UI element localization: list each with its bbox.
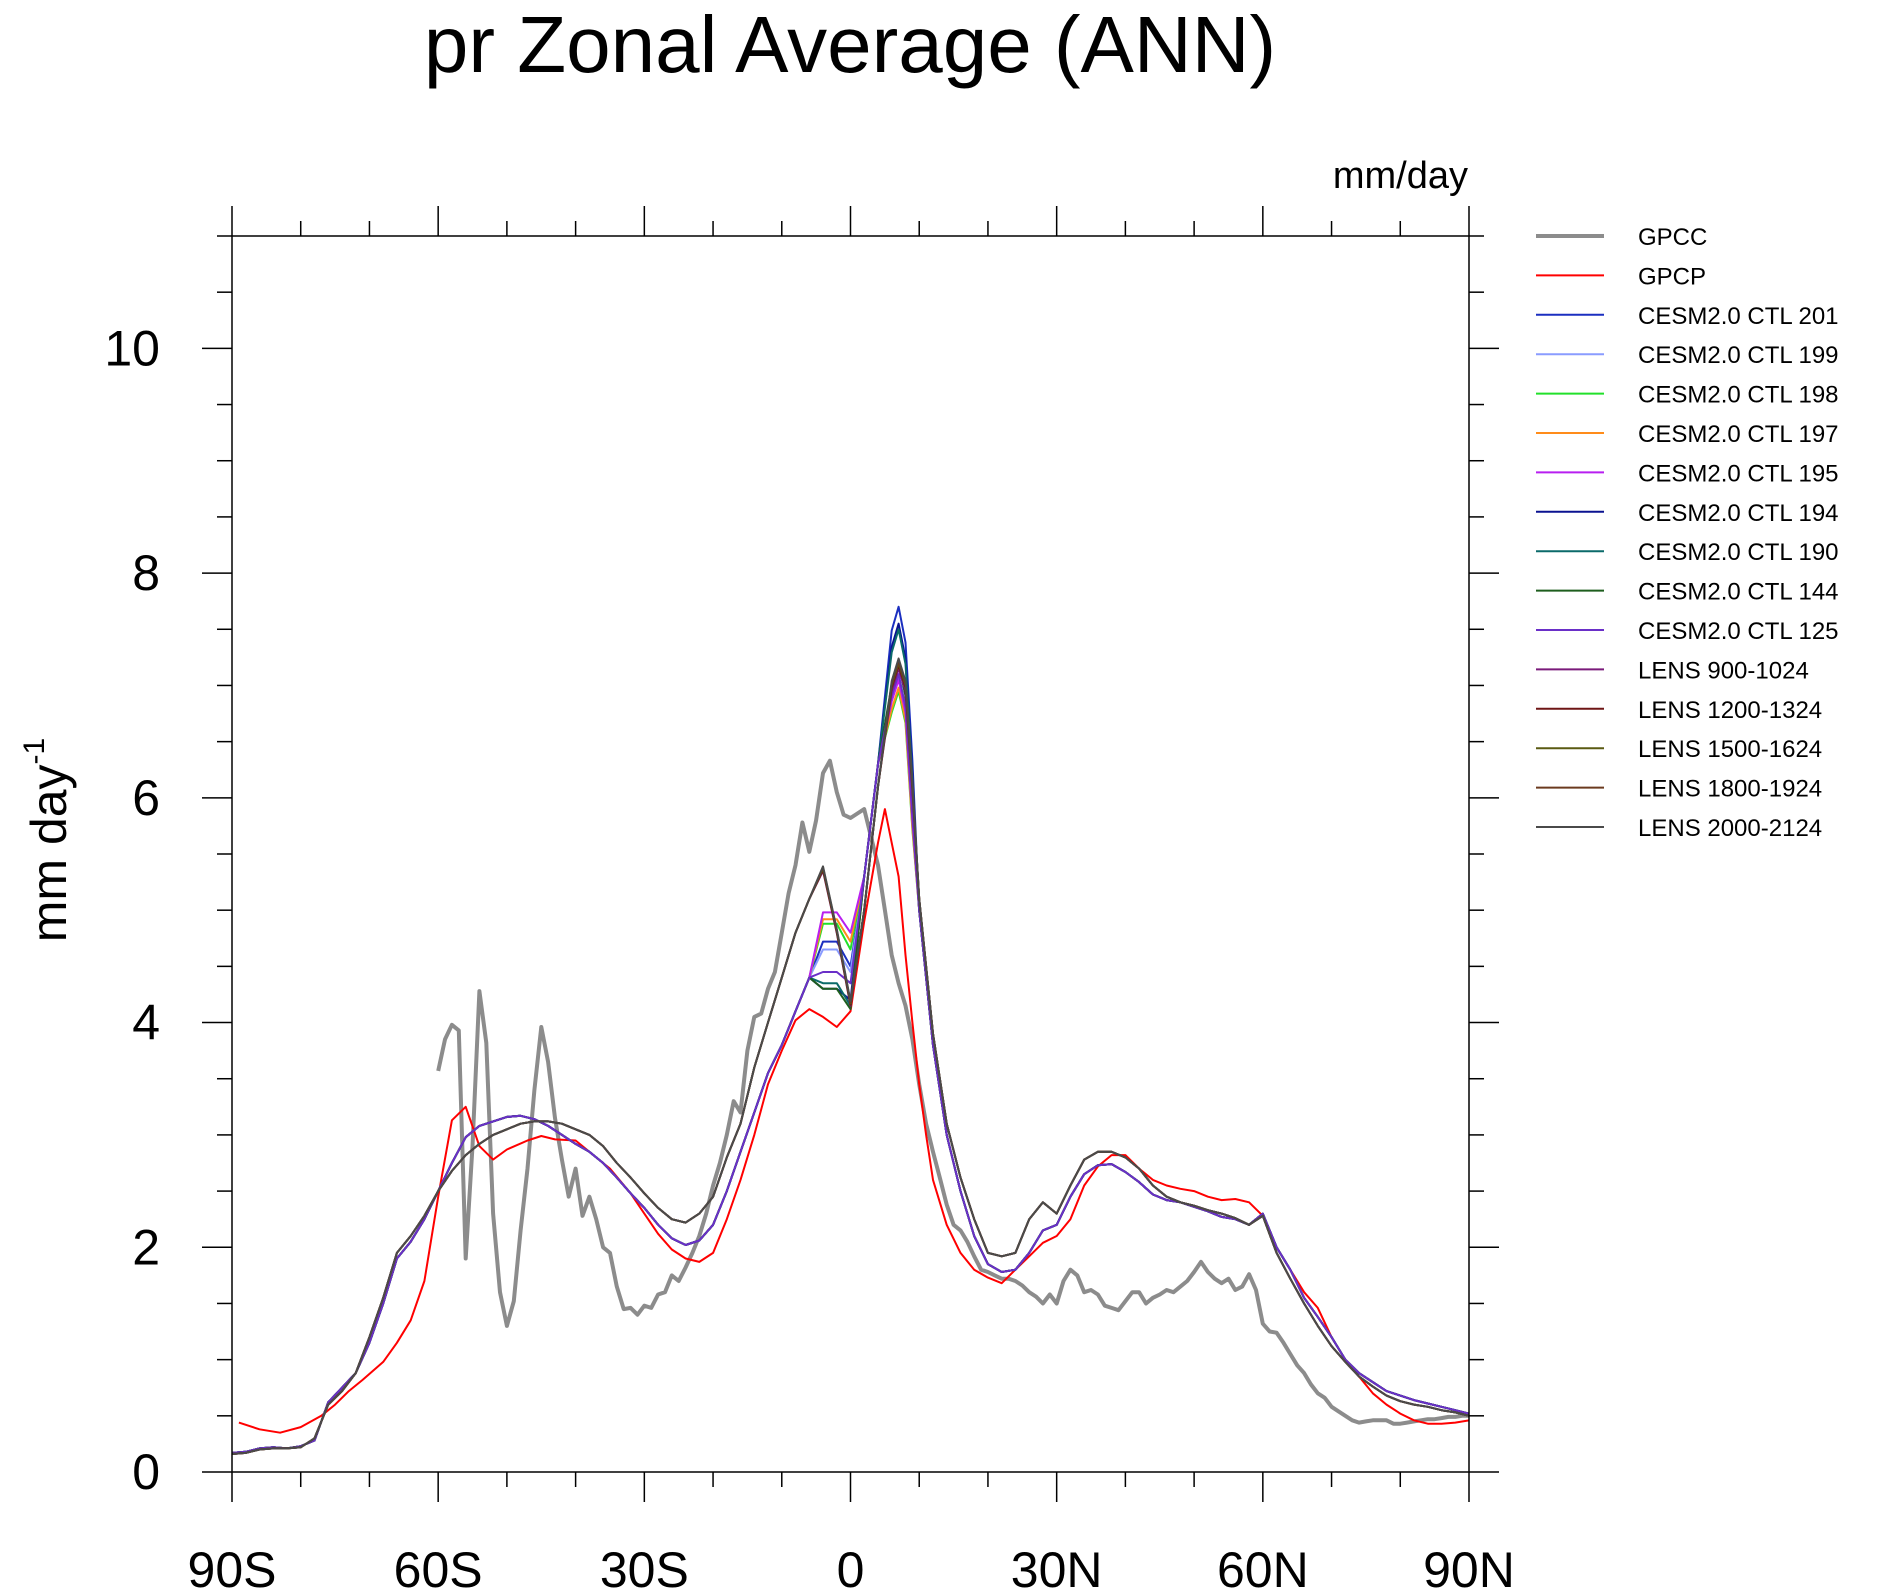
legend-label: CESM2.0 CTL 144	[1638, 579, 1839, 606]
series-line	[238, 808, 1469, 1434]
series-line	[232, 686, 1469, 1454]
legend-label: CESM2.0 CTL 190	[1638, 539, 1839, 566]
legend-label: LENS 1800-1924	[1638, 776, 1822, 803]
legend-label: LENS 1500-1624	[1638, 736, 1822, 763]
legend-label: CESM2.0 CTL 194	[1638, 500, 1839, 527]
units-label: mm/day	[1333, 155, 1468, 197]
series-line	[232, 662, 1469, 1455]
series-line	[232, 622, 1469, 1454]
y-tick-label: 4	[132, 995, 160, 1051]
legend-label: CESM2.0 CTL 197	[1638, 421, 1839, 448]
x-tick-label: 0	[837, 1542, 865, 1595]
y-axis-label-main: mm day	[21, 764, 77, 942]
legend-label: LENS 1200-1324	[1638, 697, 1822, 724]
x-tick-label: 60S	[394, 1542, 483, 1595]
svg-text:mm day-1: mm day-1	[18, 738, 77, 943]
axis-ticks	[202, 206, 1499, 1502]
series-line	[232, 628, 1469, 1454]
series-line	[232, 673, 1469, 1454]
legend-label: CESM2.0 CTL 201	[1638, 303, 1839, 330]
x-tick-label: 30N	[1011, 1542, 1103, 1595]
legend-label: GPCC	[1638, 224, 1707, 251]
y-tick-label: 10	[104, 320, 160, 376]
tick-labels: 90S 60S 30S 0 30N 60N 90N 0 2 4 6 8 10	[104, 320, 1514, 1595]
x-tick-label: 30S	[600, 1542, 689, 1595]
series-line	[436, 758, 1469, 1426]
y-tick-label: 2	[132, 1219, 160, 1275]
y-axis-label: mm day-1	[18, 738, 77, 943]
y-tick-label: 0	[132, 1444, 160, 1500]
legend-label: CESM2.0 CTL 199	[1638, 342, 1839, 369]
series-line	[232, 605, 1469, 1454]
legend-label: LENS 2000-2124	[1638, 815, 1822, 842]
series-line	[232, 659, 1469, 1455]
series-line	[232, 657, 1469, 1455]
chart-title: pr Zonal Average (ANN)	[424, 0, 1276, 89]
plot-frame	[231, 235, 1470, 1473]
y-tick-label: 8	[132, 545, 160, 601]
y-tick-label: 6	[132, 770, 160, 826]
legend-label: CESM2.0 CTL 195	[1638, 460, 1839, 487]
legend-label: GPCP	[1638, 263, 1706, 290]
x-tick-label: 90N	[1423, 1542, 1515, 1595]
x-tick-label: 60N	[1217, 1542, 1309, 1595]
legend-label: CESM2.0 CTL 125	[1638, 618, 1839, 645]
series-lines	[232, 605, 1469, 1455]
y-axis-label-sup: -1	[18, 738, 51, 765]
series-line	[232, 667, 1469, 1455]
legend-label: CESM2.0 CTL 198	[1638, 382, 1839, 409]
legend-label: LENS 900-1024	[1638, 657, 1809, 684]
x-tick-label: 90S	[188, 1542, 277, 1595]
series-line	[232, 678, 1469, 1454]
series-line	[232, 664, 1469, 1455]
series-line	[232, 662, 1469, 1454]
series-line	[232, 690, 1469, 1454]
series-line	[232, 673, 1469, 1454]
legend: GPCC GPCP CESM2.0 CTL 201 CESM2.0 CTL 199 CE…	[1536, 224, 1839, 842]
